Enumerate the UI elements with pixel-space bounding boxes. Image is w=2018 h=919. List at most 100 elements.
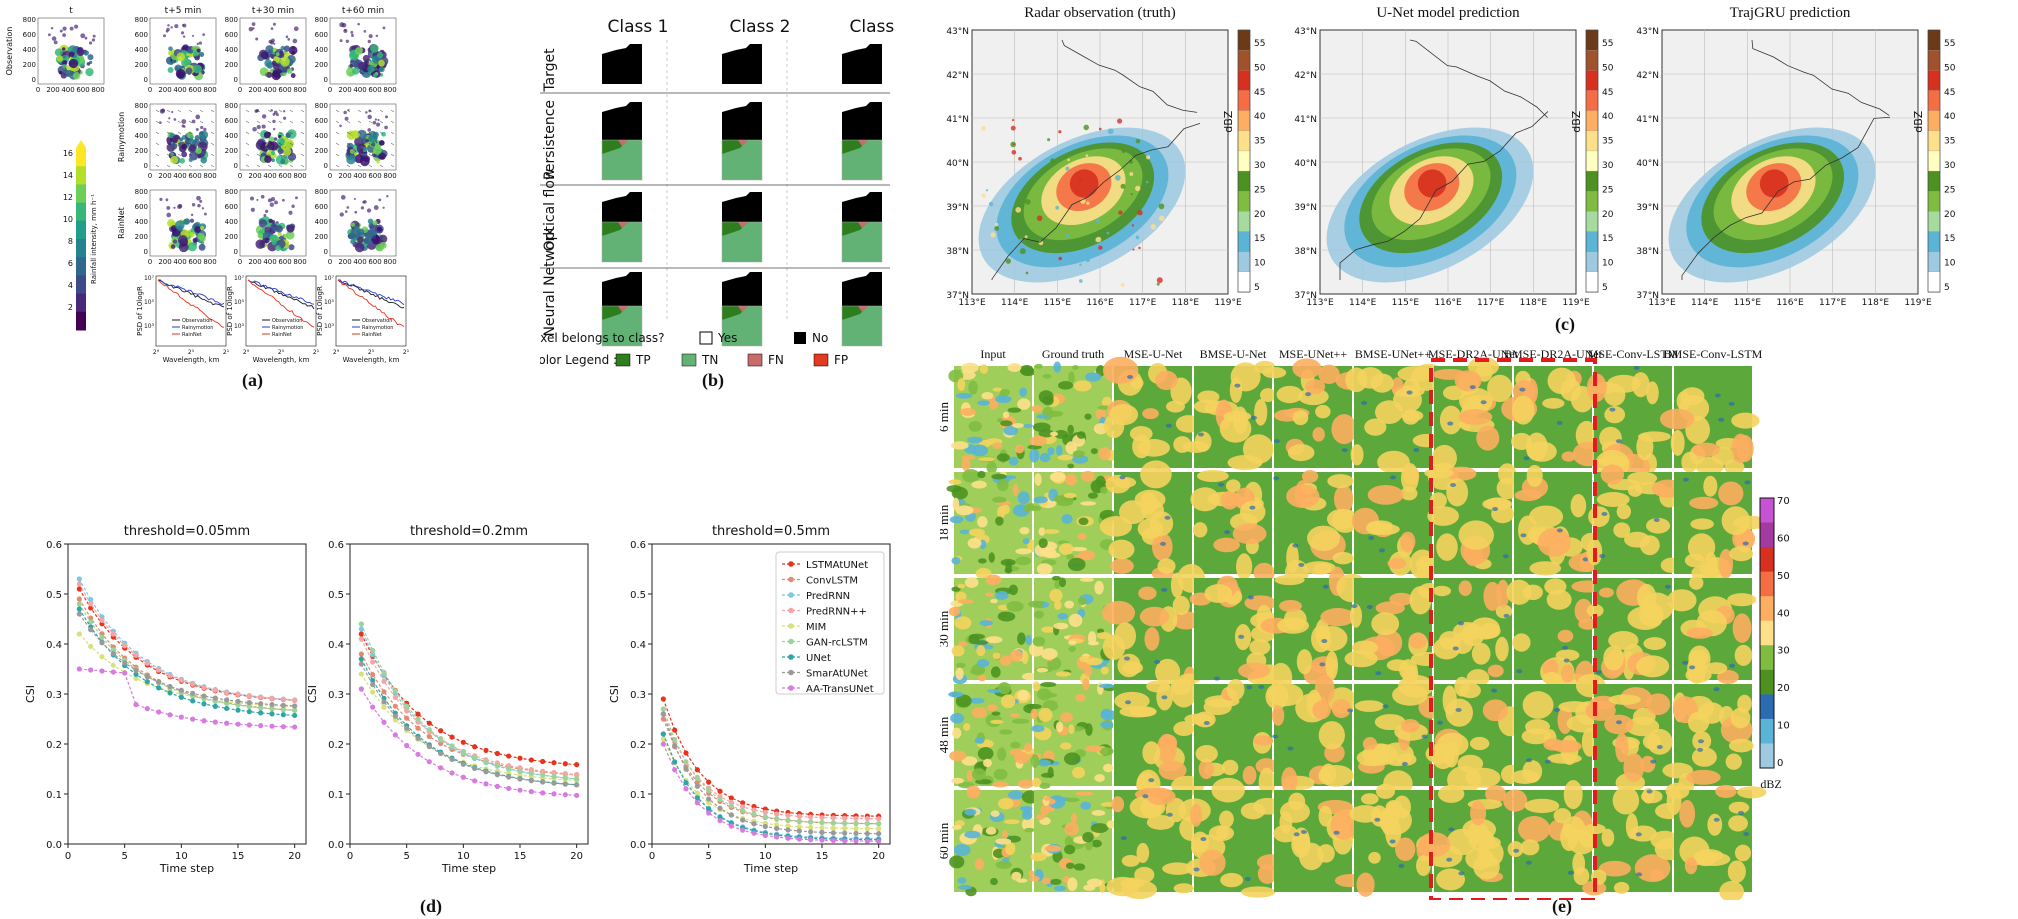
- rain-cell: [255, 239, 266, 249]
- data-point: [706, 810, 712, 816]
- colorbar-tick: 35: [1254, 137, 1265, 147]
- rain-cell: [170, 152, 174, 157]
- rain-cell: [270, 223, 278, 231]
- motion-vector: [278, 131, 283, 135]
- echo-patch: [1219, 414, 1252, 443]
- echo-patch: [971, 768, 986, 781]
- data-point: [280, 724, 286, 730]
- rain-cell: [339, 212, 344, 217]
- rain-cell: [272, 63, 280, 70]
- colorbar-tick: 30: [1944, 161, 1956, 171]
- rain-cell: [203, 127, 207, 131]
- colorbar-tick: 40: [1777, 608, 1790, 619]
- echo-patch: [1717, 669, 1739, 685]
- echo-patch: [1332, 551, 1354, 565]
- motion-vector: [256, 153, 261, 157]
- psd-ytick: 10³: [144, 323, 155, 330]
- rain-cell: [282, 110, 286, 113]
- x-tick: 0: [238, 258, 242, 266]
- data-point: [99, 617, 105, 623]
- data-point: [562, 761, 568, 767]
- echo-patch: [1448, 827, 1455, 832]
- echo-patch: [1064, 822, 1079, 836]
- colorbar-segment: [1237, 271, 1251, 293]
- legend-marker: [788, 576, 794, 583]
- echo-patch: [1495, 636, 1509, 662]
- y-tick: 400: [315, 218, 328, 226]
- radar-echo: [1085, 154, 1089, 157]
- column-title: t+60 min: [342, 6, 384, 16]
- echo-patch: [1471, 642, 1491, 665]
- color-legend-swatch: [747, 353, 763, 367]
- y-tick-label: 0.2: [328, 740, 344, 751]
- echo-patch: [1125, 700, 1132, 705]
- column-title: MSE-Conv-LSTM: [1588, 347, 1679, 361]
- motion-vector: [346, 109, 351, 113]
- echo-patch: [1518, 816, 1551, 843]
- radar-echo: [1120, 282, 1125, 288]
- rain-cell: [171, 60, 175, 64]
- data-point: [683, 786, 689, 792]
- echo-patch: [1121, 855, 1140, 867]
- echo-patch: [1200, 837, 1207, 842]
- echo-patch: [1444, 741, 1459, 768]
- data-point: [551, 760, 557, 766]
- data-point: [246, 722, 252, 728]
- y-tick-label: 0.5: [46, 590, 62, 601]
- echo-patch: [1076, 431, 1086, 439]
- colorbar-segment: [1237, 231, 1251, 253]
- echo-patch: [1146, 814, 1175, 830]
- rain-cell: [252, 126, 257, 132]
- echo-patch: [1017, 398, 1031, 410]
- province-boundary: [1409, 39, 1548, 118]
- y-tick: 800: [315, 188, 328, 196]
- echo-patch: [1556, 420, 1563, 425]
- rain-cell: [181, 143, 188, 150]
- echo-patch: [1197, 390, 1220, 404]
- echo-patch: [1085, 723, 1093, 736]
- legend-no: No: [812, 331, 828, 345]
- echo-patch: [993, 768, 1008, 780]
- motion-vector: [188, 109, 193, 113]
- psd-ytick: 10⁷: [324, 275, 335, 282]
- colorbar-segment: [1585, 70, 1599, 92]
- echo-patch: [1401, 410, 1424, 422]
- data-point: [540, 790, 546, 796]
- rain-cell: [378, 139, 385, 146]
- x-axis-label: Time step: [159, 862, 214, 875]
- echo-patch: [1730, 707, 1751, 729]
- echo-patch: [949, 855, 965, 869]
- rain-cell: [74, 24, 79, 29]
- data-point: [864, 826, 870, 832]
- echo-patch: [1082, 831, 1094, 843]
- echo-patch: [1105, 474, 1131, 494]
- data-point: [785, 823, 791, 829]
- rain-cell: [68, 51, 75, 58]
- data-point: [381, 678, 387, 684]
- motion-vector: [357, 164, 362, 168]
- x-tick: 600: [368, 258, 381, 266]
- rain-cell: [69, 26, 74, 31]
- colorbar-tick: 40: [1944, 112, 1956, 122]
- rain-cell: [174, 220, 185, 231]
- data-point: [144, 706, 150, 712]
- echo-patch: [976, 645, 986, 657]
- echo-patch: [1525, 719, 1550, 735]
- echo-patch: [1731, 433, 1750, 464]
- x-tick-label: 15: [514, 851, 527, 862]
- echo-patch: [999, 655, 1012, 666]
- echo-patch: [976, 659, 990, 668]
- echo-patch: [1255, 758, 1278, 774]
- motion-vector: [155, 109, 160, 113]
- echo-patch: [1397, 753, 1417, 766]
- echo-patch: [1073, 863, 1086, 871]
- rain-cell: [272, 119, 276, 124]
- motion-vector: [368, 164, 373, 168]
- column-title: Input: [980, 347, 1006, 361]
- rain-cell: [271, 158, 275, 163]
- data-point: [853, 815, 859, 822]
- chart-title: threshold=0.05mm: [124, 524, 250, 539]
- legend-marker: [788, 669, 794, 676]
- rain-cell: [50, 27, 54, 30]
- echo-patch: [1075, 791, 1094, 796]
